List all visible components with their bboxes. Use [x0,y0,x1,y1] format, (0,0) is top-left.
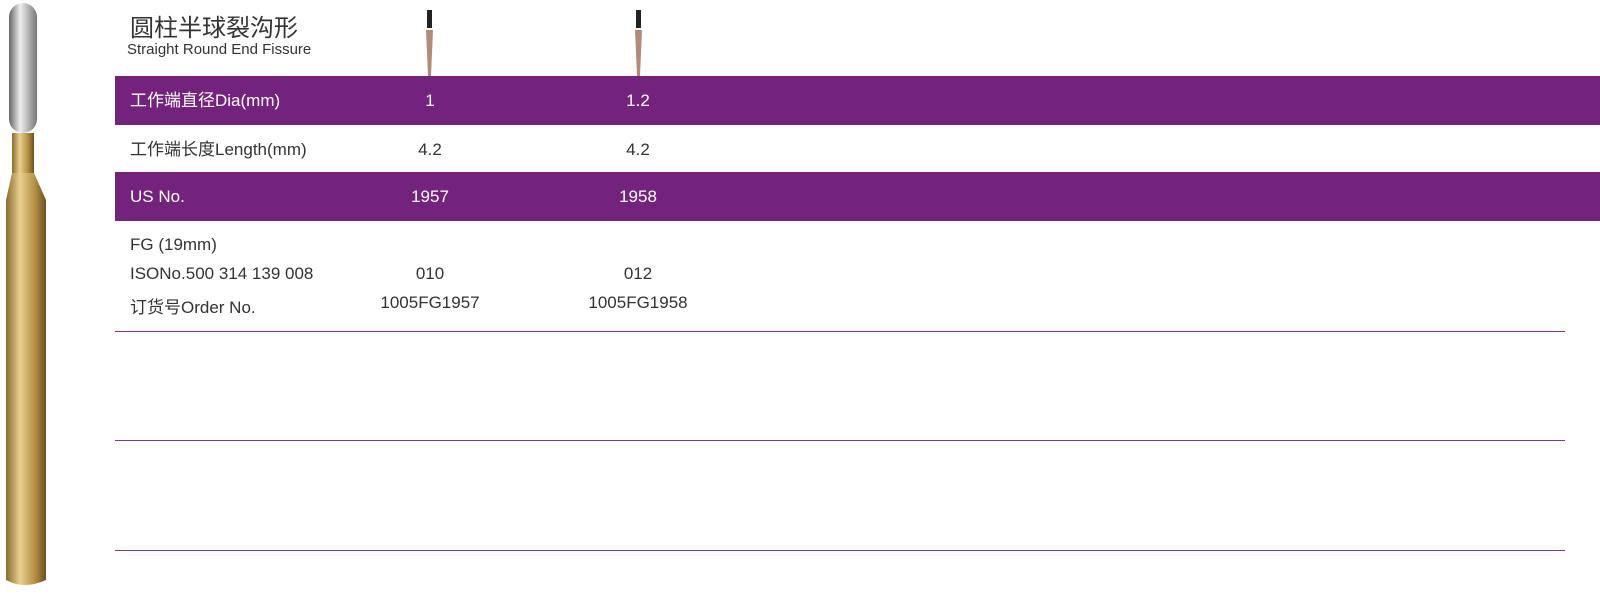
row-label: US No. [130,187,185,206]
cell: 1958 [619,187,657,206]
row-band [115,76,1600,125]
separator [115,331,1565,332]
subtitle: Straight Round End Fissure [127,41,312,58]
bur-icon [635,10,642,76]
order-label: FG (19mm) [130,235,217,254]
separator [115,440,1565,441]
cell: 1005FG1958 [588,293,688,312]
cell: 1005FG1957 [380,293,480,312]
row-label: 工作端直径Dia(mm) [130,91,281,110]
order-label: ISONo.500 314 139 008 [130,264,314,283]
cell: 4.2 [626,140,650,159]
cell: 4.2 [418,140,442,159]
separator [115,550,1565,551]
row-label: 工作端长度Length(mm) [130,140,307,159]
cell: 1 [425,91,435,110]
bur-illustration [6,3,46,585]
row-band [115,172,1600,221]
bur-icon [426,10,433,76]
cell: 1.2 [626,91,650,110]
cell: 012 [623,264,653,283]
cell: 010 [415,264,445,283]
title: 圆柱半球裂沟形 [130,15,298,42]
order-label: 订货号Order No. [130,298,256,317]
cell: 1957 [411,187,449,206]
